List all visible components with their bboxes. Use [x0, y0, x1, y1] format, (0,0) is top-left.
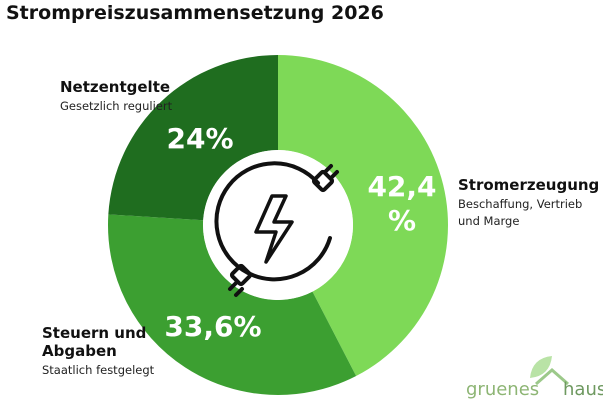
- logo-left: gruenes: [466, 379, 539, 400]
- chart-title: Strompreiszusammensetzung 2026: [6, 2, 384, 24]
- value-label: 33,6%: [164, 310, 261, 343]
- value-label: 24%: [166, 122, 233, 155]
- wedge: [278, 55, 448, 376]
- segment-label: Netzentgelte Gesetzlich reguliert: [60, 78, 210, 115]
- center-icon: [214, 161, 339, 297]
- segment-label: Steuern und Abgaben Staatlich festgelegt: [42, 324, 162, 379]
- segment-name: Netzentgelte: [60, 78, 171, 96]
- segment-description: Beschaffung, Vertrieb und Marge: [458, 197, 583, 228]
- segment-description: Gesetzlich reguliert: [60, 99, 173, 113]
- value-label: 42,4%: [367, 170, 436, 237]
- wedge: [107, 214, 357, 395]
- logo-right: haus: [563, 379, 603, 400]
- segment-name: Stromerzeugung: [458, 176, 600, 194]
- wedge: [108, 55, 279, 221]
- segment-description: Staatlich festgelegt: [42, 363, 155, 377]
- segment-name: Steuern und Abgaben: [42, 324, 147, 360]
- logo-icon: [530, 356, 569, 386]
- segment-label: Stromerzeugung Beschaffung, Vertrieb und …: [458, 176, 600, 230]
